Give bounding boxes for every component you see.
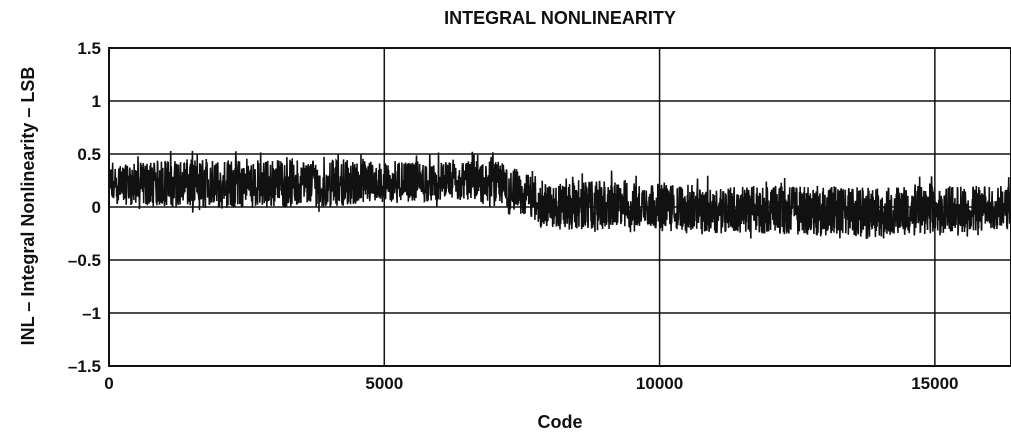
y-tick-label: 0 bbox=[92, 198, 101, 217]
x-axis-label: Code bbox=[538, 412, 583, 432]
y-axis-label: INL – Integral Nonlinearity – LSB bbox=[18, 67, 38, 346]
x-tick-label: 10000 bbox=[636, 374, 683, 393]
x-tick-label: 15000 bbox=[911, 374, 958, 393]
x-tick-label: 0 bbox=[104, 374, 113, 393]
x-tick-label: 5000 bbox=[365, 374, 403, 393]
data-layer bbox=[108, 150, 1011, 239]
y-tick-label: –1.5 bbox=[68, 357, 101, 376]
y-tick-label: 1 bbox=[92, 92, 101, 111]
y-tick-label: –1 bbox=[82, 304, 101, 323]
inl-series-line bbox=[108, 150, 1011, 239]
y-tick-label: 0.5 bbox=[77, 145, 101, 164]
y-tick-label: –0.5 bbox=[68, 251, 101, 270]
plot-frame bbox=[108, 47, 1011, 367]
chart-title: INTEGRAL NONLINEARITY bbox=[444, 8, 676, 28]
y-tick-label: 1.5 bbox=[77, 39, 101, 58]
tick-layer: 1.510.50–0.5–1–1.50 5000 10000 15000 bbox=[68, 39, 959, 393]
